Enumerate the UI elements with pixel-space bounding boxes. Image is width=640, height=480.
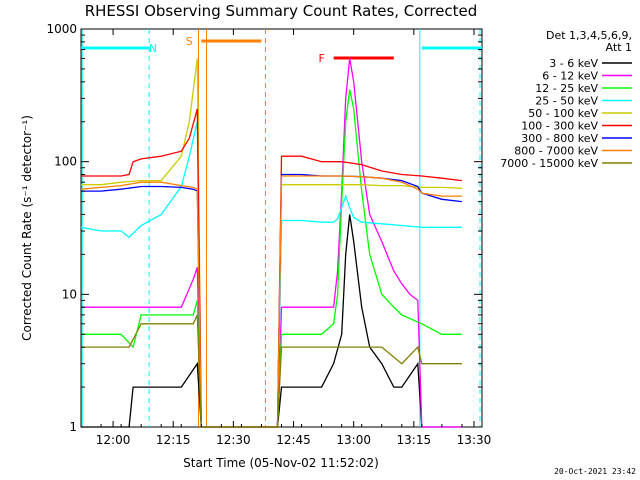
legend-entry-6: 300 - 800 keV	[521, 132, 598, 145]
y-axis-label: Corrected Count Rate (s⁻¹ detector⁻¹)	[20, 115, 34, 341]
x-axis-ticks: 12:00 12:15 12:30 12:45 13:00 13:15 13:30	[80, 29, 492, 447]
series-line-6	[81, 173, 462, 428]
legend-entry-4: 50 - 100 keV	[528, 107, 598, 120]
y-tick-label-3: 1000	[46, 22, 77, 36]
x-tick-label-5: 13:15	[397, 433, 432, 447]
legend-entry-7: 800 - 7000 keV	[514, 145, 598, 158]
y-tick-label-1: 10	[62, 287, 77, 301]
legend-entry-0: 3 - 6 keV	[549, 57, 598, 70]
y-tick-label-0: 1	[69, 420, 77, 434]
legend-header-line-2: Att 1	[606, 41, 632, 54]
x-tick-label-6: 13:30	[457, 433, 492, 447]
x-axis-label: Start Time (05-Nov-02 11:52:02)	[183, 456, 379, 470]
legend-entry-5: 100 - 300 keV	[521, 120, 598, 133]
series-line-3	[80, 121, 462, 428]
y-axis-ticks: 1 10 100 1000	[46, 22, 482, 434]
legend-header-line-1: Det 1,3,4,5,6,9,	[546, 29, 632, 42]
annotation-label-n: N	[149, 42, 157, 55]
series-line-7	[80, 175, 462, 428]
legend-entry-1: 6 - 12 keV	[542, 70, 598, 83]
series-lines	[80, 58, 462, 428]
annotation-bars: N S F	[81, 35, 482, 65]
annotation-label-f: F	[318, 52, 324, 65]
legend-entry-3: 25 - 50 keV	[535, 95, 598, 108]
footer-timestamp: 20-Oct-2021 23:42	[554, 467, 636, 476]
x-tick-label-4: 13:00	[336, 433, 371, 447]
x-tick-label-0: 12:00	[96, 433, 131, 447]
annotation-label-s: S	[186, 35, 193, 48]
x-tick-label-1: 12:15	[156, 433, 191, 447]
x-tick-label-3: 12:45	[276, 433, 311, 447]
legend-entry-2: 12 - 25 keV	[535, 82, 598, 95]
series-line-8	[81, 314, 462, 428]
x-tick-label-2: 12:30	[216, 433, 251, 447]
chart-title: RHESSI Observing Summary Count Rates, Co…	[85, 2, 478, 20]
series-line-4	[81, 58, 462, 428]
series-line-1	[81, 58, 462, 428]
legend-entry-8: 7000 - 15000 keV	[500, 157, 598, 170]
series-line-2	[81, 89, 462, 428]
series-line-5	[81, 108, 462, 428]
y-tick-label-2: 100	[54, 155, 77, 169]
series-line-0	[81, 214, 462, 428]
